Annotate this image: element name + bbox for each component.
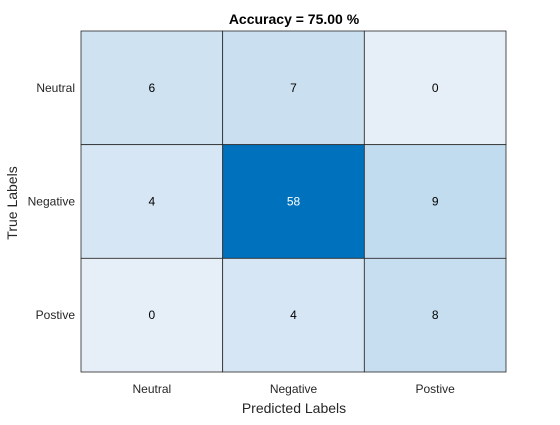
x-tick-label: Postive	[415, 382, 455, 396]
cell-value-label: 7	[290, 81, 297, 95]
heatmap-cells	[80, 30, 507, 373]
cell-value-label: 8	[432, 308, 439, 322]
cell-value-label: 9	[432, 195, 439, 209]
y-tick-label: Postive	[36, 308, 76, 322]
heatmap-cell	[222, 30, 365, 146]
heatmap-cell	[363, 257, 507, 373]
y-axis-label: True Labels	[4, 166, 20, 239]
cell-value-label: 6	[148, 81, 155, 95]
heatmap-cell	[80, 30, 224, 146]
heatmap-cell	[80, 257, 224, 373]
y-tick-label: Negative	[28, 195, 76, 209]
heatmap-cell	[363, 30, 507, 146]
heatmap-cell	[363, 144, 507, 259]
y-tick-label: Neutral	[36, 81, 75, 95]
cell-value-label: 4	[148, 195, 155, 209]
heatmap-cell-labels: 6 7 0 4 58 9 0 4 8	[148, 81, 438, 322]
x-axis-label: Predicted Labels	[242, 400, 346, 416]
heatmap-cell	[222, 257, 365, 373]
heatmap-cell	[222, 144, 365, 259]
cell-value-label: 58	[287, 195, 301, 209]
cell-value-label: 4	[290, 308, 297, 322]
cell-value-label: 0	[148, 308, 155, 322]
x-tick-label: Negative	[270, 382, 318, 396]
chart-title: Accuracy = 75.00 %	[229, 11, 360, 27]
x-tick-label: Neutral	[132, 382, 171, 396]
y-tick-labels: Neutral Negative Postive	[28, 81, 76, 322]
x-tick-labels: Neutral Negative Postive	[132, 382, 455, 396]
cell-value-label: 0	[432, 81, 439, 95]
heatmap-cell	[80, 144, 224, 259]
